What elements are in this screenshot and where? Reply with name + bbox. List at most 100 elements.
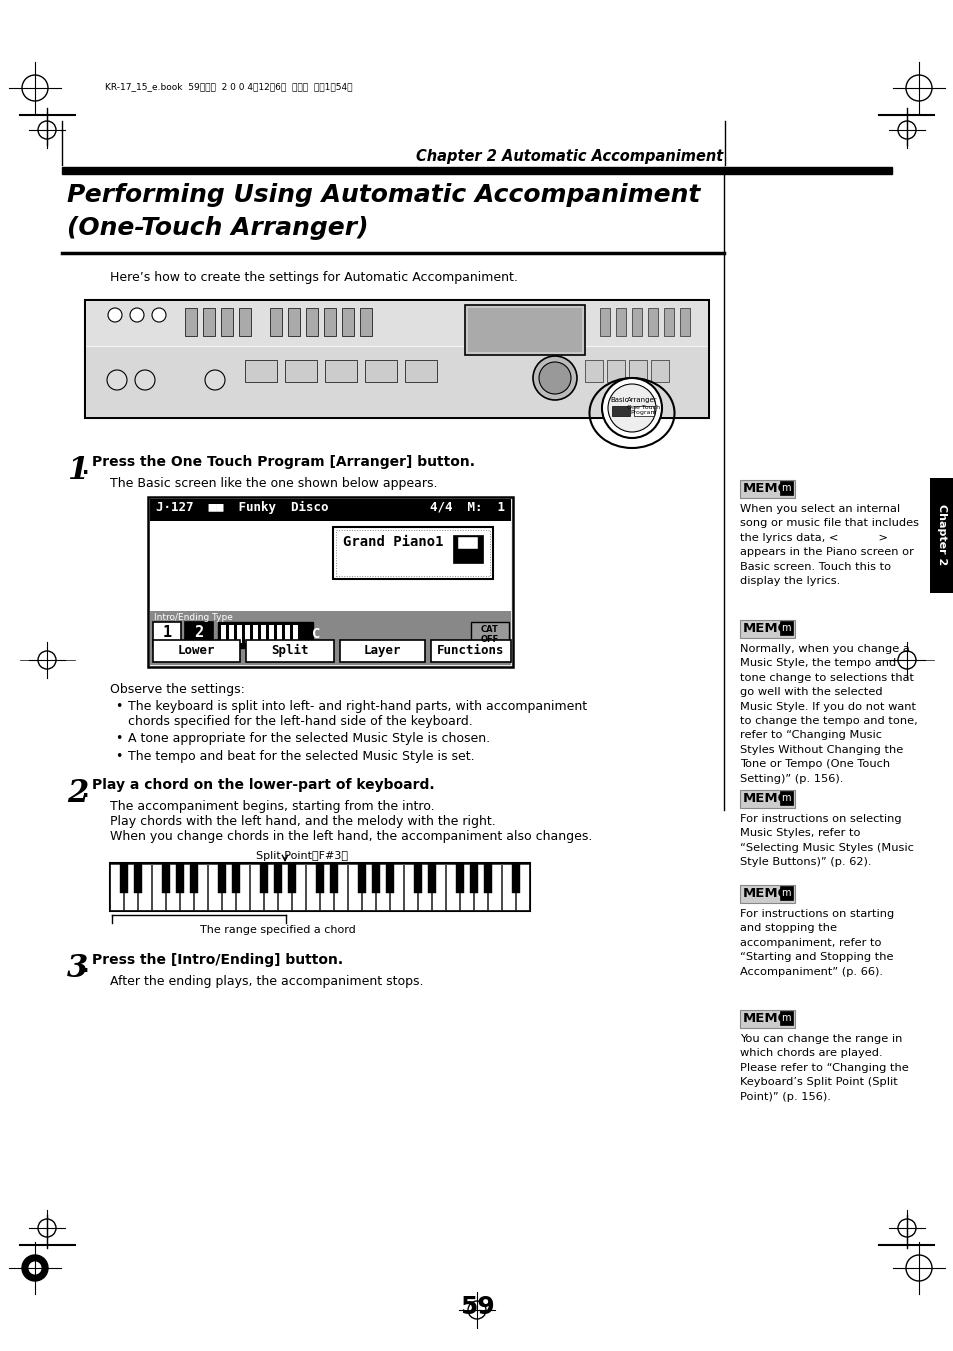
Bar xyxy=(293,865,305,911)
Text: m: m xyxy=(781,793,790,802)
Text: Functions: Functions xyxy=(436,644,504,657)
Bar xyxy=(348,865,361,911)
Bar xyxy=(285,626,290,643)
Bar xyxy=(405,359,436,382)
Circle shape xyxy=(538,362,571,394)
Bar xyxy=(246,640,334,662)
Bar xyxy=(390,865,403,911)
Bar xyxy=(86,347,707,417)
Text: J·127  ■■  Funky  Disco: J·127 ■■ Funky Disco xyxy=(156,501,328,515)
Bar xyxy=(663,308,673,336)
Circle shape xyxy=(533,357,577,400)
Bar xyxy=(152,865,165,911)
Text: .: . xyxy=(82,957,90,975)
Bar xyxy=(679,308,689,336)
Text: Grand Piano1: Grand Piano1 xyxy=(343,535,443,549)
Bar xyxy=(362,865,375,911)
Bar xyxy=(229,626,233,643)
Bar xyxy=(209,865,221,911)
Bar xyxy=(460,865,473,911)
Text: The Basic screen like the one shown below appears.: The Basic screen like the one shown belo… xyxy=(110,477,437,490)
Text: m: m xyxy=(781,623,790,634)
Bar xyxy=(386,865,394,893)
Bar xyxy=(125,865,137,911)
Text: The keyboard is split into left- and right-hand parts, with accompaniment: The keyboard is split into left- and rig… xyxy=(128,700,586,713)
Bar xyxy=(483,865,492,893)
Text: C: C xyxy=(312,627,320,640)
Bar xyxy=(162,865,170,893)
Bar xyxy=(253,626,257,643)
Bar xyxy=(418,865,431,911)
Text: Basic: Basic xyxy=(610,397,629,403)
Text: Split: Split xyxy=(271,644,309,657)
Bar xyxy=(612,407,629,416)
Bar xyxy=(270,308,282,336)
Bar xyxy=(285,359,316,382)
Bar xyxy=(335,530,490,576)
Bar xyxy=(471,621,509,648)
Bar xyxy=(341,308,354,336)
Bar xyxy=(502,865,515,911)
Bar xyxy=(264,865,277,911)
Text: 4/4  M:  1: 4/4 M: 1 xyxy=(430,501,504,513)
Bar xyxy=(446,865,459,911)
Circle shape xyxy=(135,370,154,390)
Circle shape xyxy=(22,1255,48,1281)
Bar xyxy=(404,865,417,911)
Bar xyxy=(324,308,335,336)
Bar xyxy=(740,620,794,638)
Bar xyxy=(780,790,792,805)
Text: When you change chords in the left hand, the accompaniment also changes.: When you change chords in the left hand,… xyxy=(110,830,592,843)
Bar xyxy=(414,865,421,893)
Bar xyxy=(245,359,276,382)
Bar xyxy=(464,305,584,355)
Bar xyxy=(516,865,529,911)
Text: The accompaniment begins, starting from the intro.: The accompaniment begins, starting from … xyxy=(110,800,435,813)
Bar xyxy=(365,359,396,382)
Text: 1: 1 xyxy=(162,626,172,640)
Circle shape xyxy=(601,378,661,438)
Bar xyxy=(180,865,193,911)
Bar xyxy=(288,308,299,336)
Text: •: • xyxy=(115,700,122,713)
Circle shape xyxy=(108,308,122,322)
Text: When you select an internal
song or music file that includes
the lyrics data, < : When you select an internal song or musi… xyxy=(740,504,918,586)
Bar xyxy=(152,621,181,648)
Bar xyxy=(148,497,513,667)
Text: Here’s how to create the settings for Automatic Accompaniment.: Here’s how to create the settings for Au… xyxy=(110,272,517,284)
Bar xyxy=(740,885,794,902)
Bar xyxy=(261,626,266,643)
Bar xyxy=(512,865,519,893)
Bar xyxy=(335,865,347,911)
Bar xyxy=(628,359,646,382)
Bar xyxy=(431,640,511,662)
Bar xyxy=(456,865,463,893)
Text: 3: 3 xyxy=(67,952,89,984)
Bar xyxy=(221,626,226,643)
Text: MEMO: MEMO xyxy=(742,1012,789,1025)
Bar xyxy=(740,1011,794,1028)
Bar xyxy=(133,865,142,893)
Bar xyxy=(175,865,184,893)
Circle shape xyxy=(607,384,656,432)
Text: MEMO: MEMO xyxy=(742,621,789,635)
Bar xyxy=(259,865,268,893)
Text: Intro/Ending Type: Intro/Ending Type xyxy=(153,613,233,621)
Text: m: m xyxy=(781,1013,790,1023)
Bar xyxy=(320,865,334,911)
Bar xyxy=(150,499,511,521)
Bar xyxy=(457,536,477,549)
Bar xyxy=(167,865,179,911)
Bar xyxy=(150,611,511,665)
Bar xyxy=(306,308,317,336)
Bar xyxy=(780,481,792,494)
Bar xyxy=(325,359,356,382)
Text: Play a chord on the lower-part of keyboard.: Play a chord on the lower-part of keyboa… xyxy=(91,778,435,792)
Text: Press the One Touch Program [Arranger] button.: Press the One Touch Program [Arranger] b… xyxy=(91,455,475,469)
Text: After the ending plays, the accompaniment stops.: After the ending plays, the accompanimen… xyxy=(110,975,423,988)
Bar xyxy=(111,865,123,911)
Bar xyxy=(468,308,581,353)
Bar xyxy=(185,621,213,648)
Text: Normally, when you change a
Music Style, the tempo and
tone change to selections: Normally, when you change a Music Style,… xyxy=(740,644,917,784)
Bar xyxy=(780,886,792,900)
